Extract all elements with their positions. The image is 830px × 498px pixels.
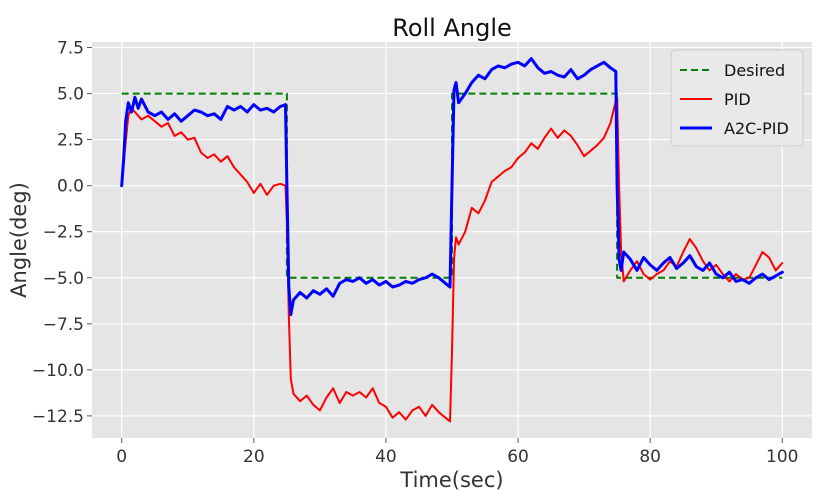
y-tick-label: 0.0 <box>57 177 84 197</box>
x-tick-label: 80 <box>639 447 661 467</box>
x-tick-labels: 0 20 40 60 80 100 <box>116 438 799 467</box>
y-tick-label: 7.5 <box>57 39 84 59</box>
series-layer <box>120 57 784 423</box>
chart-title: Roll Angle <box>392 14 512 42</box>
y-axis-label: Angle(deg) <box>7 182 31 298</box>
legend-box <box>670 49 804 147</box>
y-tick-label: −2.5 <box>43 223 84 243</box>
y-tick-label: −10.0 <box>32 361 84 381</box>
x-tick-label: 40 <box>375 447 397 467</box>
y-tick-label: −7.5 <box>43 315 84 335</box>
legend-entry-pid: PID <box>724 90 751 109</box>
series-line-a2c-pid <box>120 57 784 317</box>
x-tick-label: 0 <box>116 447 127 467</box>
y-tick-label: 2.5 <box>57 131 84 151</box>
legend-entry-desired: Desired <box>724 61 785 80</box>
x-tick-label: 60 <box>507 447 529 467</box>
legend: Desired PID A2C-PID <box>670 49 804 147</box>
y-tick-label: −12.5 <box>32 407 84 427</box>
y-tick-label: 5.0 <box>57 85 84 105</box>
x-axis-label: Time(sec) <box>399 468 503 492</box>
x-tick-label: 20 <box>243 447 265 467</box>
series-line-pid <box>120 96 784 423</box>
y-tick-label: −5.0 <box>43 269 84 289</box>
x-tick-label: 100 <box>766 447 798 467</box>
y-tick-labels: 7.5 5.0 2.5 0.0 −2.5 −5.0 −7.5 −10.0 −12.5 <box>32 39 92 427</box>
legend-entry-a2c-pid: A2C-PID <box>724 119 789 138</box>
